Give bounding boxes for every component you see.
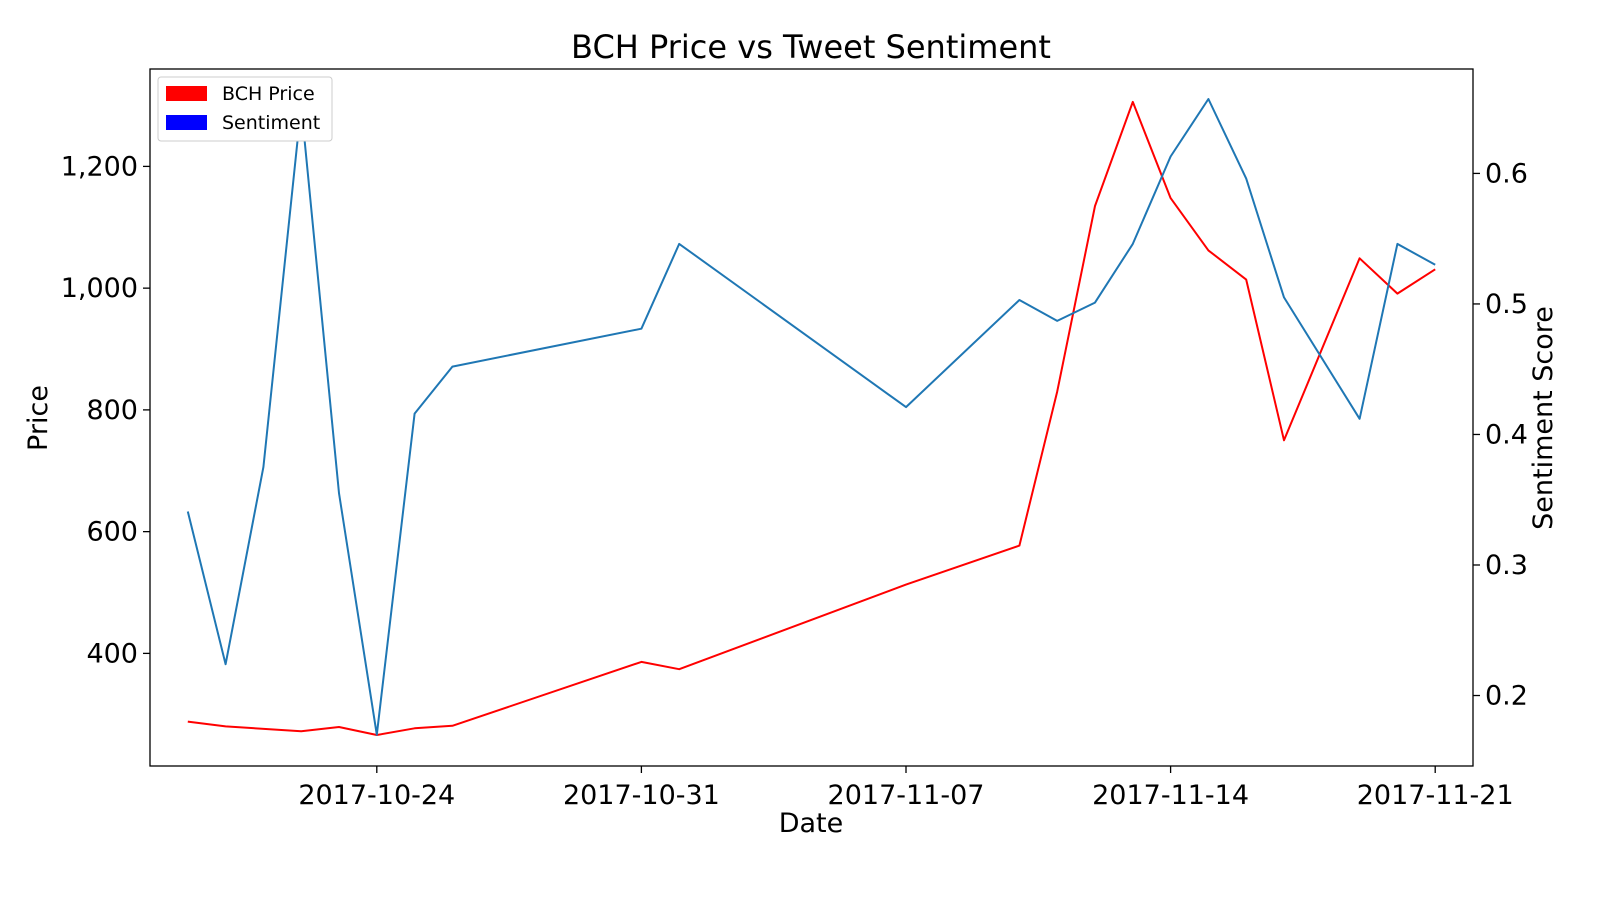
plot-frame bbox=[149, 68, 1474, 767]
series-line-bch-price bbox=[187, 100, 1436, 736]
y-left-axis-label: Price bbox=[23, 385, 54, 451]
y-right-tick-label: 0.4 bbox=[1485, 419, 1528, 450]
y-right-tick-label: 0.3 bbox=[1485, 550, 1528, 581]
plot-lines bbox=[186, 98, 1436, 736]
x-tick-label: 2017-10-24 bbox=[298, 780, 455, 811]
chart-title: BCH Price vs Tweet Sentiment bbox=[571, 28, 1051, 66]
x-tick-label: 2017-11-07 bbox=[828, 780, 985, 811]
y-right-tick-label: 0.5 bbox=[1485, 289, 1528, 320]
y-left-axis-ticks: 400 600 800 1,000 1,200 bbox=[61, 151, 150, 669]
y-right-tick-label: 0.2 bbox=[1485, 681, 1528, 712]
legend-swatch-sentiment bbox=[166, 115, 207, 130]
y-left-tick-label: 800 bbox=[86, 395, 138, 426]
legend-label-sentiment: Sentiment bbox=[222, 112, 320, 134]
y-right-axis-ticks: 0.2 0.3 0.4 0.5 0.6 bbox=[1473, 158, 1528, 712]
series-line-sentiment bbox=[186, 98, 1436, 736]
y-left-tick-label: 1,200 bbox=[61, 151, 138, 182]
legend-swatch-price bbox=[166, 86, 207, 101]
x-axis-ticks: 2017-10-24 2017-10-31 2017-11-07 2017-11-14… bbox=[298, 766, 1514, 811]
legend-label-price: BCH Price bbox=[222, 83, 315, 105]
x-tick-label: 2017-11-14 bbox=[1092, 780, 1249, 811]
x-tick-label: 2017-11-21 bbox=[1357, 780, 1514, 811]
legend: BCH Price Sentiment bbox=[157, 76, 333, 142]
y-left-tick-label: 600 bbox=[86, 517, 138, 548]
y-left-tick-label: 1,000 bbox=[61, 273, 138, 304]
y-left-tick-label: 400 bbox=[86, 638, 138, 669]
x-tick-label: 2017-10-31 bbox=[563, 780, 720, 811]
x-axis-label: Date bbox=[779, 808, 844, 839]
y-right-tick-label: 0.6 bbox=[1485, 158, 1528, 189]
y-right-axis-label: Sentiment Score bbox=[1528, 306, 1559, 530]
